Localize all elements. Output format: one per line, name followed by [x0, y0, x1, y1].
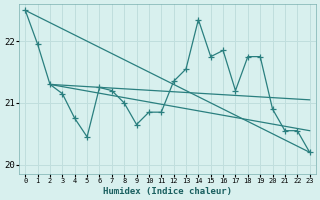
X-axis label: Humidex (Indice chaleur): Humidex (Indice chaleur) — [103, 187, 232, 196]
